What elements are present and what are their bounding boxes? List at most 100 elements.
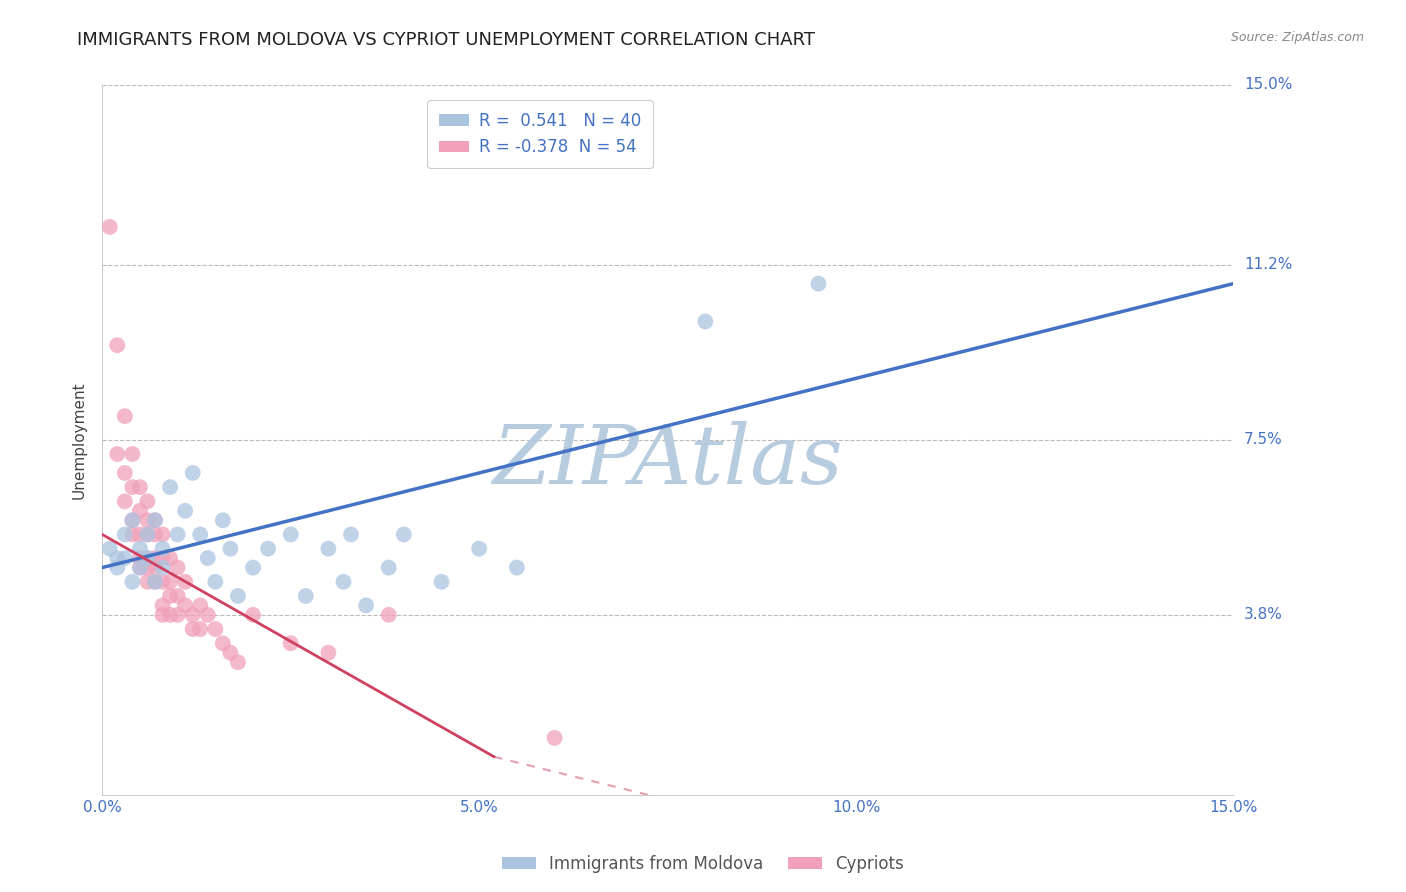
Point (204, 574, 226, 589)
Point (197, 607, 219, 622)
Point (174, 504, 197, 518)
Point (204, 622, 226, 636)
Point (121, 513, 143, 527)
Point (152, 599, 174, 613)
Point (121, 513, 143, 527)
Point (211, 513, 233, 527)
Point (166, 607, 188, 622)
Point (143, 574, 166, 589)
Point (166, 560, 188, 574)
Point (152, 607, 174, 622)
Point (143, 527, 166, 541)
Point (129, 480, 152, 494)
Legend: Immigrants from Moldova, Cypriots: Immigrants from Moldova, Cypriots (496, 848, 910, 880)
Point (807, 277, 830, 291)
Point (152, 574, 174, 589)
Y-axis label: Unemployment: Unemployment (72, 381, 86, 499)
Point (332, 574, 354, 589)
Point (468, 541, 491, 556)
Point (143, 551, 166, 566)
Point (159, 589, 181, 603)
Point (226, 655, 249, 669)
Point (129, 541, 152, 556)
Point (197, 551, 219, 566)
Point (152, 551, 174, 566)
Point (136, 551, 159, 566)
Point (152, 560, 174, 574)
Point (129, 560, 152, 574)
Point (188, 527, 211, 541)
Point (105, 551, 128, 566)
Point (318, 646, 340, 660)
Point (166, 527, 188, 541)
Point (159, 607, 181, 622)
Text: 3.8%: 3.8% (1244, 607, 1284, 623)
Legend: R =  0.541   N = 40, R = -0.378  N = 54: R = 0.541 N = 40, R = -0.378 N = 54 (427, 101, 652, 168)
Point (136, 574, 159, 589)
Text: IMMIGRANTS FROM MOLDOVA VS CYPRIOT UNEMPLOYMENT CORRELATION CHART: IMMIGRANTS FROM MOLDOVA VS CYPRIOT UNEMP… (77, 31, 815, 49)
Point (114, 466, 136, 480)
Point (136, 527, 159, 541)
Point (98, 541, 121, 556)
Point (129, 551, 152, 566)
Point (121, 527, 143, 541)
Point (354, 599, 377, 613)
Point (129, 527, 152, 541)
Point (188, 622, 211, 636)
Point (114, 409, 136, 424)
Point (105, 560, 128, 574)
Point (114, 527, 136, 541)
Point (377, 560, 399, 574)
Point (143, 513, 166, 527)
Point (114, 494, 136, 508)
Point (121, 447, 143, 461)
Point (188, 599, 211, 613)
Point (695, 314, 717, 328)
Point (121, 480, 143, 494)
Point (340, 527, 363, 541)
Point (159, 551, 181, 566)
Point (219, 646, 242, 660)
Point (226, 589, 249, 603)
Point (506, 560, 529, 574)
Point (121, 574, 143, 589)
Point (143, 513, 166, 527)
Point (136, 551, 159, 566)
Point (136, 494, 159, 508)
Point (377, 607, 399, 622)
Point (105, 447, 128, 461)
Point (159, 480, 181, 494)
Text: ZIPAtlas: ZIPAtlas (492, 421, 844, 501)
Point (242, 560, 264, 574)
Point (181, 466, 204, 480)
Point (294, 589, 316, 603)
Point (159, 574, 181, 589)
Point (166, 589, 188, 603)
Text: 15.0%: 15.0% (1244, 78, 1292, 93)
Point (98, 219, 121, 234)
Point (152, 527, 174, 541)
Point (143, 560, 166, 574)
Text: 7.5%: 7.5% (1244, 433, 1282, 447)
Point (392, 527, 415, 541)
Text: Source: ZipAtlas.com: Source: ZipAtlas.com (1230, 31, 1364, 45)
Point (318, 541, 340, 556)
Point (181, 622, 204, 636)
Point (430, 574, 453, 589)
Point (105, 338, 128, 352)
Point (152, 541, 174, 556)
Point (174, 574, 197, 589)
Point (129, 504, 152, 518)
Point (211, 636, 233, 650)
Point (242, 607, 264, 622)
Point (280, 527, 302, 541)
Point (181, 607, 204, 622)
Point (136, 560, 159, 574)
Point (136, 527, 159, 541)
Text: 11.2%: 11.2% (1244, 257, 1292, 272)
Point (136, 513, 159, 527)
Point (129, 560, 152, 574)
Point (143, 574, 166, 589)
Point (174, 599, 197, 613)
Point (543, 731, 565, 745)
